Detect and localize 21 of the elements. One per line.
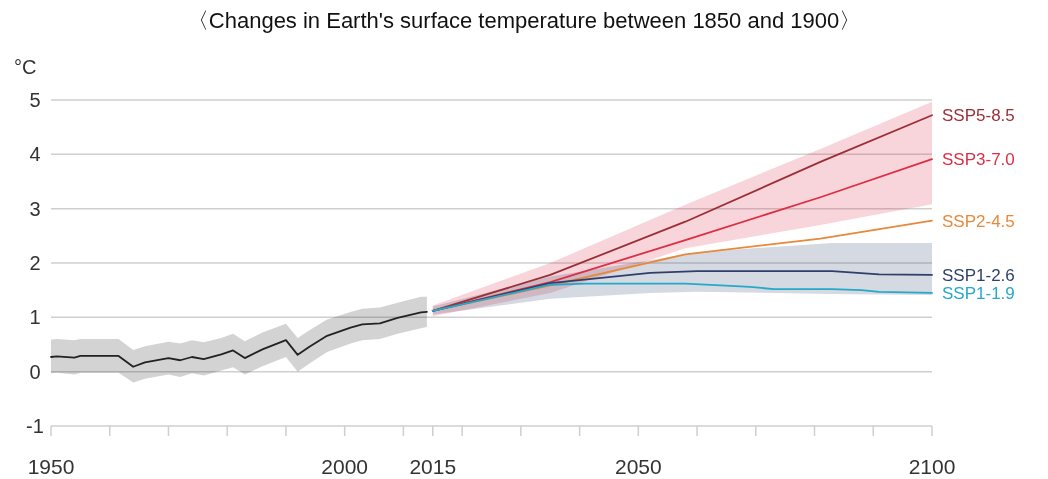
y-tick-label: 2 [29,252,41,274]
line-series [431,282,933,312]
y-tick-label: 1 [29,306,41,329]
y-tick-label: 3 [29,197,41,220]
series-label: SSP5-8.5 [942,106,1015,126]
x-tick-label: 1950 [27,455,75,478]
x-tick-label: 2000 [321,455,369,478]
y-tick-label: 4 [29,143,41,166]
series-label: SSP2-4.5 [942,211,1015,231]
x-tick-label: 2015 [409,455,457,478]
y-axis-title: °C [14,56,37,78]
chart-title: 〈Changes in Earth's surface temperature between 1850 and 1900〉 [186,8,862,33]
y-tick-label: -1 [26,415,44,437]
y-tick-label: 0 [29,360,41,383]
series-label: SSP1-2.6 [942,265,1015,285]
series-label: SSP1-1.9 [942,283,1015,303]
x-tick-label: 2100 [908,455,956,478]
series-label: SSP3-7.0 [942,150,1015,170]
line-series [50,311,428,368]
x-tick-label: 2050 [614,455,662,478]
y-tick-label: 5 [29,89,41,111]
